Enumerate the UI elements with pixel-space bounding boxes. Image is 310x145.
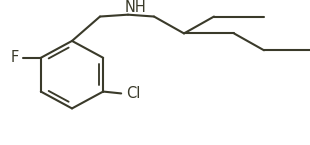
Text: NH: NH xyxy=(125,0,147,15)
Text: F: F xyxy=(11,50,19,65)
Text: Cl: Cl xyxy=(126,86,140,101)
